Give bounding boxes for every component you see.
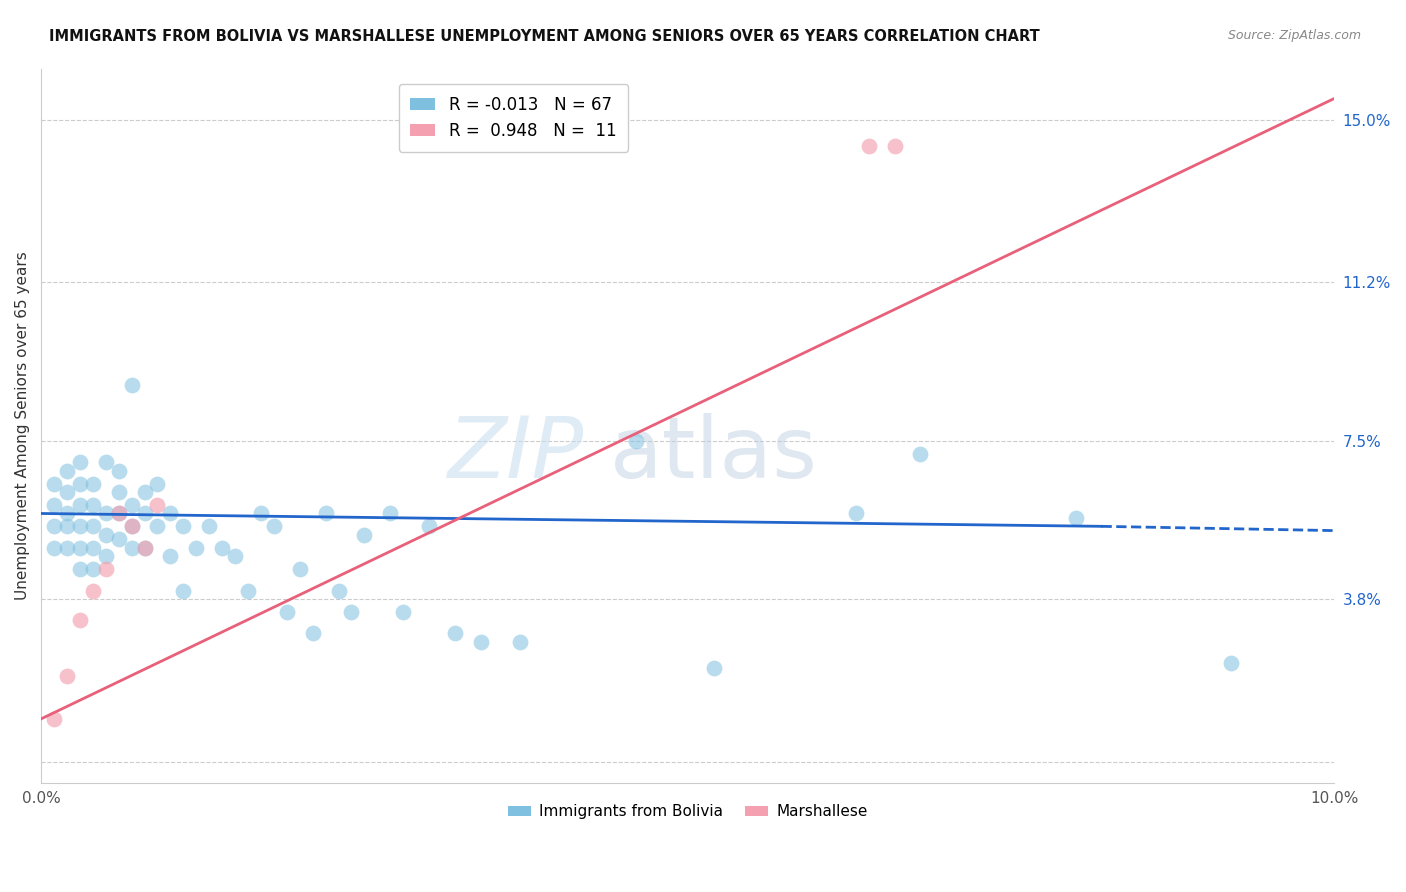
Point	[121, 519, 143, 533]
Point	[418, 519, 440, 533]
Point	[172, 519, 194, 533]
Point	[1219, 657, 1241, 671]
Point	[107, 464, 129, 478]
Point	[159, 507, 181, 521]
Point	[69, 562, 91, 576]
Point	[134, 541, 156, 555]
Point	[288, 562, 311, 576]
Point	[107, 507, 129, 521]
Point	[121, 378, 143, 392]
Point	[94, 549, 117, 564]
Point	[69, 455, 91, 469]
Point	[94, 562, 117, 576]
Point	[42, 519, 65, 533]
Point	[107, 532, 129, 546]
Point	[159, 549, 181, 564]
Point	[392, 605, 415, 619]
Point	[107, 485, 129, 500]
Text: ZIP: ZIP	[449, 413, 585, 496]
Point	[146, 476, 169, 491]
Point	[69, 476, 91, 491]
Point	[82, 562, 104, 576]
Point	[263, 519, 285, 533]
Point	[301, 626, 323, 640]
Point	[276, 605, 298, 619]
Point	[134, 507, 156, 521]
Point	[134, 541, 156, 555]
Point	[353, 528, 375, 542]
Point	[56, 464, 79, 478]
Point	[42, 498, 65, 512]
Point	[172, 583, 194, 598]
Point	[82, 498, 104, 512]
Point	[42, 476, 65, 491]
Point	[509, 635, 531, 649]
Point	[121, 541, 143, 555]
Point	[380, 507, 402, 521]
Point	[69, 614, 91, 628]
Point	[224, 549, 246, 564]
Point	[1064, 510, 1087, 524]
Legend: Immigrants from Bolivia, Marshallese: Immigrants from Bolivia, Marshallese	[502, 798, 873, 825]
Point	[56, 669, 79, 683]
Point	[107, 507, 129, 521]
Point	[315, 507, 337, 521]
Point	[56, 507, 79, 521]
Point	[94, 528, 117, 542]
Point	[134, 485, 156, 500]
Point	[845, 507, 868, 521]
Point	[250, 507, 273, 521]
Point	[56, 541, 79, 555]
Point	[42, 712, 65, 726]
Point	[94, 455, 117, 469]
Point	[703, 660, 725, 674]
Text: IMMIGRANTS FROM BOLIVIA VS MARSHALLESE UNEMPLOYMENT AMONG SENIORS OVER 65 YEARS : IMMIGRANTS FROM BOLIVIA VS MARSHALLESE U…	[49, 29, 1040, 44]
Point	[82, 583, 104, 598]
Point	[186, 541, 208, 555]
Point	[69, 519, 91, 533]
Point	[883, 138, 905, 153]
Point	[56, 485, 79, 500]
Point	[340, 605, 363, 619]
Point	[82, 519, 104, 533]
Point	[624, 434, 647, 448]
Point	[56, 519, 79, 533]
Point	[146, 498, 169, 512]
Text: Source: ZipAtlas.com: Source: ZipAtlas.com	[1227, 29, 1361, 42]
Point	[198, 519, 221, 533]
Y-axis label: Unemployment Among Seniors over 65 years: Unemployment Among Seniors over 65 years	[15, 252, 30, 600]
Point	[121, 498, 143, 512]
Point	[121, 519, 143, 533]
Point	[328, 583, 350, 598]
Point	[858, 138, 880, 153]
Text: atlas: atlas	[610, 413, 818, 496]
Point	[42, 541, 65, 555]
Point	[94, 507, 117, 521]
Point	[82, 541, 104, 555]
Point	[211, 541, 233, 555]
Point	[146, 519, 169, 533]
Point	[470, 635, 492, 649]
Point	[69, 541, 91, 555]
Point	[236, 583, 259, 598]
Point	[444, 626, 467, 640]
Point	[910, 447, 932, 461]
Point	[82, 476, 104, 491]
Point	[69, 498, 91, 512]
